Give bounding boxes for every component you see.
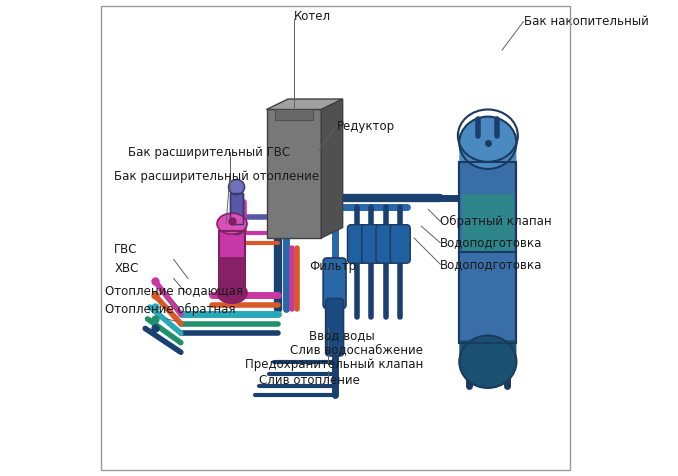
Text: Слив водоснабжение: Слив водоснабжение	[290, 343, 423, 357]
Polygon shape	[266, 109, 321, 238]
FancyBboxPatch shape	[459, 133, 517, 162]
Ellipse shape	[459, 336, 517, 388]
Polygon shape	[275, 109, 313, 120]
Polygon shape	[230, 193, 243, 224]
Ellipse shape	[228, 179, 245, 195]
FancyBboxPatch shape	[323, 258, 346, 308]
Ellipse shape	[228, 222, 245, 235]
Polygon shape	[459, 162, 517, 343]
Text: ХВС: ХВС	[114, 262, 138, 276]
FancyBboxPatch shape	[376, 225, 396, 263]
Text: Предохранительный клапан: Предохранительный клапан	[245, 357, 423, 371]
Text: Водоподготовка: Водоподготовка	[440, 236, 542, 249]
Text: Отопление подающая: Отопление подающая	[104, 284, 243, 297]
FancyBboxPatch shape	[325, 298, 344, 356]
Text: Котел: Котел	[294, 10, 331, 23]
Text: Водоподготовка: Водоподготовка	[440, 258, 542, 271]
Ellipse shape	[459, 117, 517, 169]
FancyBboxPatch shape	[459, 340, 517, 364]
Polygon shape	[219, 231, 245, 257]
Text: Отопление обратная: Отопление обратная	[104, 303, 235, 316]
FancyBboxPatch shape	[362, 225, 382, 263]
Text: Бак накопительный: Бак накопительный	[523, 15, 648, 28]
Ellipse shape	[217, 282, 247, 303]
Text: Бак расширительный отопление: Бак расширительный отопление	[114, 169, 319, 183]
FancyBboxPatch shape	[347, 225, 367, 263]
Text: Бак расширительный ГВС: Бак расширительный ГВС	[128, 146, 291, 159]
Polygon shape	[266, 99, 342, 109]
Polygon shape	[321, 99, 342, 238]
Text: Слив отопление: Слив отопление	[260, 374, 360, 387]
Ellipse shape	[217, 213, 247, 234]
Text: Редуктор: Редуктор	[336, 119, 395, 133]
Polygon shape	[219, 257, 245, 286]
Text: Фильтр: Фильтр	[309, 260, 357, 273]
Polygon shape	[462, 194, 514, 252]
Text: Ввод воды: Ввод воды	[309, 329, 375, 342]
FancyBboxPatch shape	[391, 225, 410, 263]
Text: ГВС: ГВС	[114, 243, 138, 257]
Text: Обратный клапан: Обратный клапан	[440, 215, 552, 228]
